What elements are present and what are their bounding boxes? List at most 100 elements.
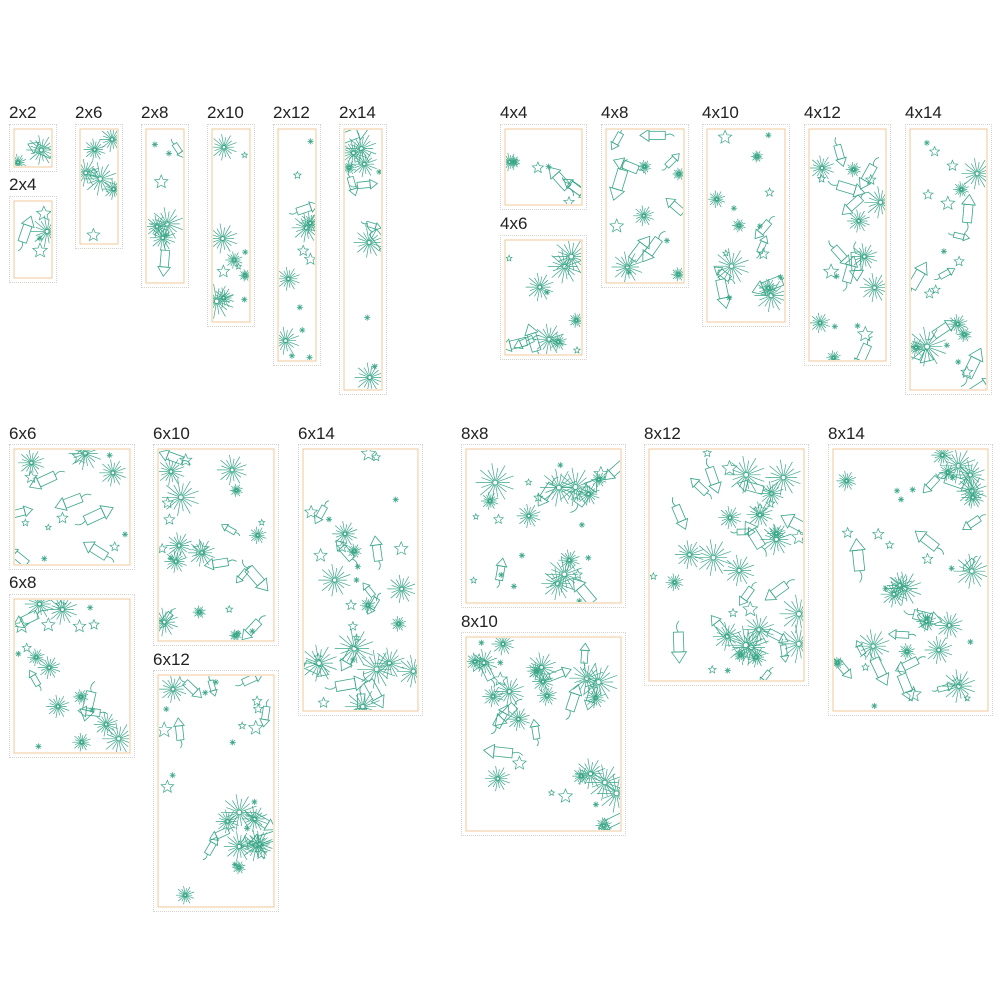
size-label: 4x14 [905, 103, 942, 122]
firework-burst-icon [953, 181, 969, 198]
asterisk-icon [730, 205, 737, 212]
rocket-icon [639, 130, 675, 143]
firework-burst-icon [506, 152, 519, 172]
star-icon [757, 247, 770, 260]
firework-burst-icon [712, 621, 742, 651]
firework-burst-icon [26, 135, 51, 165]
firework-burst-icon [24, 600, 54, 619]
firework-burst-icon [159, 457, 185, 486]
star-icon [946, 159, 959, 172]
firework-burst-icon [947, 314, 968, 335]
star-icon [86, 227, 101, 242]
rocket-icon [624, 235, 651, 268]
rocket-icon [967, 377, 986, 389]
size-label: 6x10 [153, 424, 190, 443]
asterisk-icon [940, 248, 947, 255]
star-icon [44, 523, 52, 531]
firework-burst-icon [484, 766, 510, 792]
quilt-block-2x14 [339, 124, 387, 395]
star-icon [72, 618, 87, 633]
rocket-icon [346, 170, 359, 197]
firework-burst-icon [549, 332, 567, 351]
rocket-icon [15, 548, 34, 564]
size-label: 2x8 [141, 103, 169, 122]
size-label: 6x8 [9, 573, 37, 592]
firework-burst-icon [694, 539, 731, 576]
firework-burst-icon [723, 554, 755, 586]
star-icon [928, 145, 941, 157]
asterisk-icon [169, 772, 176, 779]
star-icon [511, 755, 528, 770]
star-icon [884, 540, 895, 550]
firework-burst-icon [637, 159, 652, 174]
firework-burst-icon [532, 670, 554, 693]
star-icon [790, 528, 803, 545]
rocket-icon [340, 638, 361, 672]
star-icon [303, 252, 315, 265]
star-icon [547, 788, 556, 797]
star-icon [707, 664, 717, 674]
firework-burst-icon [46, 694, 70, 719]
firework-burst-icon [533, 323, 564, 354]
firework-burst-icon [93, 712, 118, 737]
star-icon [24, 470, 38, 484]
star-icon [159, 721, 173, 738]
inner-border [277, 128, 317, 362]
rocket-icon [366, 222, 381, 255]
rocket-icon [74, 505, 114, 526]
rocket-icon [314, 500, 329, 525]
asterisk-icon [765, 132, 772, 139]
star-icon [254, 846, 268, 860]
quilt-block-4x6 [500, 235, 587, 360]
firework-burst-icon [961, 486, 984, 509]
firework-burst-icon [238, 269, 249, 282]
firework-burst-icon [760, 523, 792, 556]
size-label: 8x12 [644, 424, 681, 443]
rocket-icon [77, 705, 109, 718]
star-icon [345, 598, 357, 611]
firework-burst-icon [387, 574, 416, 604]
firework-burst-icon [164, 550, 187, 573]
size-label: 4x6 [500, 214, 528, 233]
star-icon [864, 173, 877, 185]
firework-burst-icon [886, 572, 913, 599]
rocket-icon [612, 157, 647, 175]
rocket-icon [54, 492, 92, 511]
firework-burst-icon [494, 676, 524, 707]
rocket-icon [849, 538, 866, 583]
quilt-block-2x10 [207, 124, 255, 327]
rocket-icon [834, 654, 852, 679]
firework-burst-icon [192, 605, 206, 619]
star-icon [393, 540, 409, 556]
firework-burst-icon [961, 158, 986, 190]
firework-burst-icon [954, 553, 987, 589]
firework-burst-icon [536, 685, 557, 706]
star-icon [336, 540, 349, 553]
rocket-icon [736, 479, 773, 495]
rocket-icon [744, 520, 767, 557]
firework-burst-icon [175, 885, 195, 905]
asterisk-icon [241, 296, 248, 303]
rocket-icon [759, 667, 774, 680]
asterisk-icon [229, 739, 236, 746]
firework-burst-icon [165, 532, 192, 559]
firework-burst-icon [37, 656, 61, 679]
asterisk-icon [41, 555, 48, 562]
firework-burst-icon [558, 549, 580, 571]
firework-burst-icon [334, 629, 374, 669]
firework-burst-icon [467, 652, 484, 671]
asterisk-icon [831, 323, 838, 330]
firework-burst-icon [924, 636, 953, 665]
asterisk-icon [585, 554, 592, 561]
firework-burst-icon [491, 638, 514, 656]
rocket-icon [570, 478, 598, 513]
star-icon [313, 547, 328, 562]
firework-burst-icon [758, 278, 778, 298]
star-icon [313, 652, 323, 662]
star-icon [742, 600, 759, 617]
size-label: 8x8 [461, 424, 489, 443]
asterisk-icon [545, 163, 552, 170]
rocket-icon [478, 656, 496, 688]
asterisk-icon [724, 667, 731, 674]
rocket-icon [931, 682, 955, 693]
